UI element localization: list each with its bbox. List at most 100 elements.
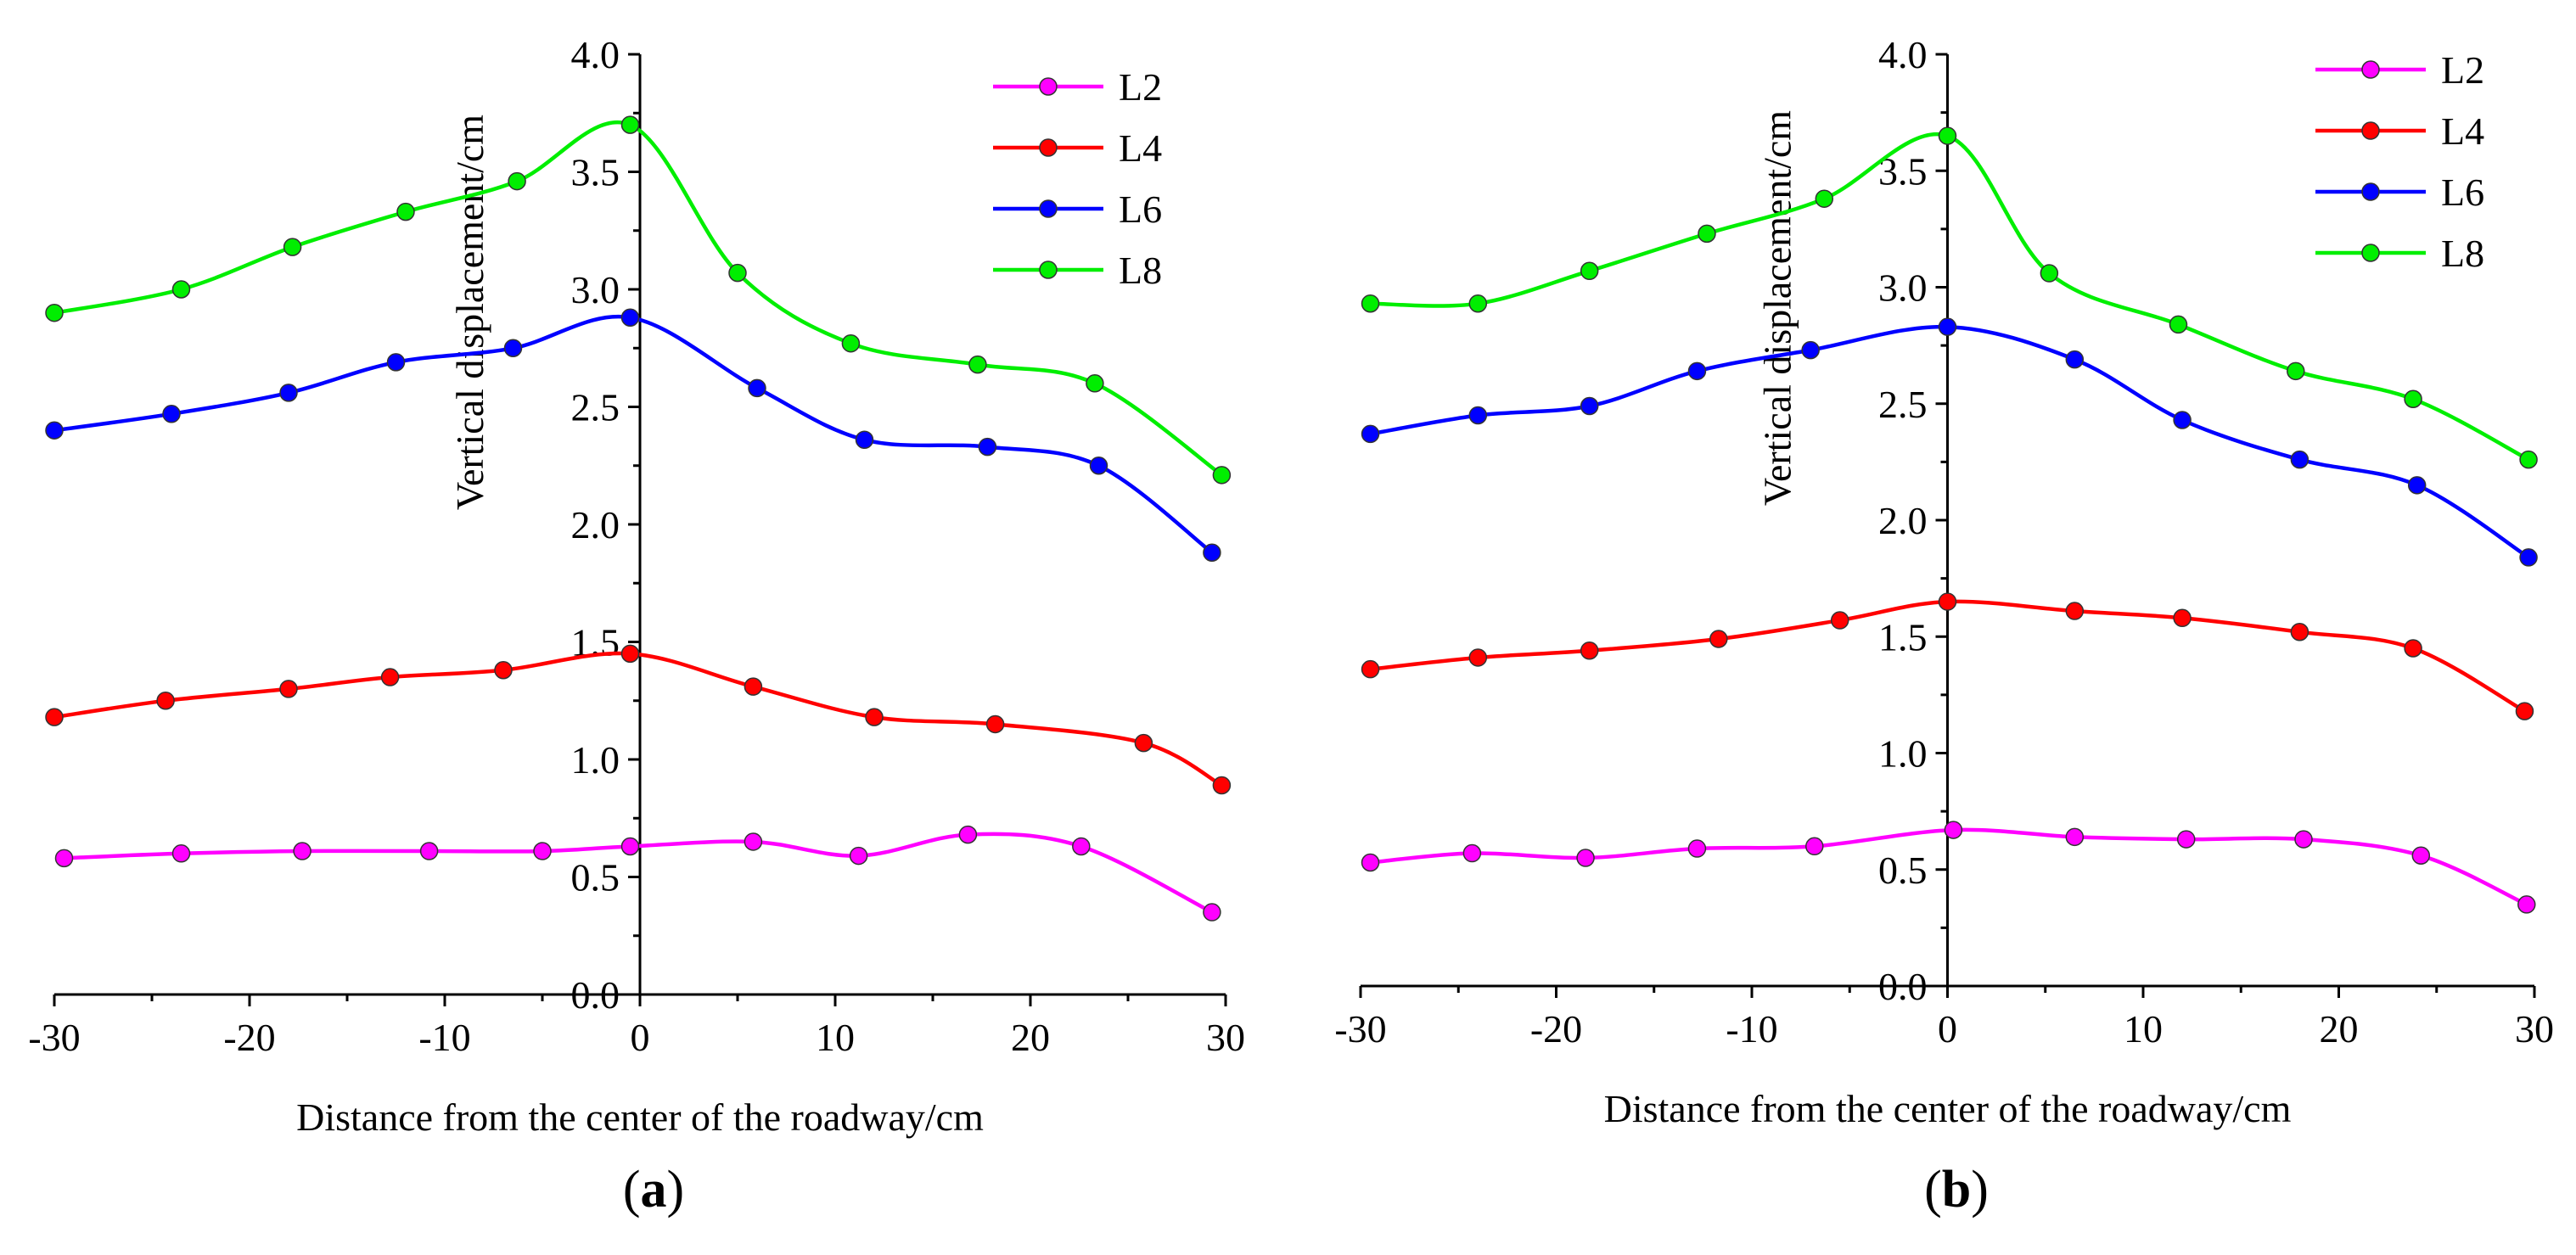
y-tick-label: 3.0 bbox=[1878, 266, 1928, 310]
y-axis-title: Vertical displacement/cm bbox=[448, 115, 491, 510]
x-tick-label: 30 bbox=[1206, 1016, 1245, 1059]
data-point-L2 bbox=[171, 844, 191, 863]
data-point-L8 bbox=[1468, 294, 1488, 313]
series-L6 bbox=[1361, 317, 2538, 567]
data-point-L2 bbox=[1361, 853, 1380, 872]
legend-swatch-marker bbox=[2361, 244, 2380, 262]
x-tick-label: 10 bbox=[2124, 1007, 2163, 1051]
x-tick-label: -30 bbox=[1334, 1007, 1386, 1051]
data-point-L4 bbox=[2173, 608, 2192, 628]
series-L4 bbox=[1361, 592, 2534, 720]
y-tick-label: 3.0 bbox=[571, 268, 620, 311]
data-point-L2 bbox=[849, 846, 868, 866]
data-point-L2 bbox=[1072, 837, 1091, 856]
data-point-L4 bbox=[156, 692, 175, 710]
data-point-L8 bbox=[968, 355, 987, 374]
data-point-L6 bbox=[2519, 548, 2538, 567]
data-point-L8 bbox=[396, 202, 415, 221]
data-point-L6 bbox=[386, 353, 406, 372]
data-point-L6 bbox=[1089, 457, 1108, 475]
y-tick-label: 1.5 bbox=[1878, 615, 1928, 658]
chart-panel-a: -30 -20 -10 0 10 20 300.00.51.01.52.02.53.03.5… bbox=[28, 33, 1245, 1219]
data-point-L6 bbox=[748, 378, 766, 398]
data-point-L4 bbox=[279, 680, 298, 698]
data-point-L2 bbox=[2411, 846, 2431, 866]
x-tick-label: 20 bbox=[2320, 1007, 2359, 1051]
data-point-L4 bbox=[2065, 602, 2085, 620]
x-axis-title: Distance from the center of the roadway/… bbox=[1604, 1087, 2292, 1130]
data-point-L8 bbox=[1212, 466, 1232, 485]
data-point-L4 bbox=[494, 660, 513, 680]
data-point-L8 bbox=[508, 171, 526, 191]
data-point-L2 bbox=[958, 825, 978, 844]
data-point-L4 bbox=[2515, 702, 2534, 720]
series-L6 bbox=[45, 308, 1221, 562]
legend-label: L6 bbox=[1119, 188, 1162, 231]
x-axis-title: Distance from the center of the roadway/… bbox=[296, 1095, 984, 1139]
data-point-L8 bbox=[1086, 374, 1104, 393]
data-point-L2 bbox=[419, 842, 439, 860]
x-tick-label: 20 bbox=[1011, 1016, 1050, 1059]
y-tick-label: 2.0 bbox=[1878, 499, 1928, 542]
y-axis-title: Vertical displacement/cm bbox=[1756, 110, 1799, 506]
series-L4 bbox=[45, 644, 1232, 795]
data-point-L4 bbox=[1361, 659, 1380, 679]
data-point-L6 bbox=[162, 405, 181, 423]
legend-item-L2: L2 bbox=[2315, 48, 2484, 92]
y-tick-label: 1.0 bbox=[1878, 732, 1928, 776]
y-tick-label: 4.0 bbox=[571, 33, 620, 76]
data-point-L4 bbox=[1468, 648, 1488, 667]
y-tick-label: 0.5 bbox=[571, 856, 620, 899]
data-point-L8 bbox=[2040, 264, 2059, 283]
data-point-L4 bbox=[45, 708, 64, 726]
x-tick-label: 10 bbox=[816, 1016, 855, 1059]
data-point-L2 bbox=[620, 837, 640, 856]
legend-swatch-marker bbox=[1039, 261, 1058, 279]
data-point-L4 bbox=[744, 677, 763, 696]
legend-label: L6 bbox=[2441, 171, 2484, 214]
x-tick-label: -10 bbox=[418, 1016, 470, 1059]
data-point-L2 bbox=[293, 842, 311, 860]
legend: L2 L4 L6 L8 bbox=[2315, 48, 2484, 275]
data-point-L6 bbox=[2065, 350, 2085, 369]
y-tick-label: 3.5 bbox=[571, 151, 620, 194]
legend-swatch-marker bbox=[1039, 77, 1058, 96]
data-point-L2 bbox=[54, 849, 74, 868]
data-point-L8 bbox=[2519, 450, 2538, 469]
legend-label: L8 bbox=[2441, 232, 2484, 275]
y-tick-label: 1.0 bbox=[571, 738, 620, 782]
data-point-L4 bbox=[865, 708, 884, 726]
x-tick-label: -10 bbox=[1726, 1007, 1777, 1051]
data-point-L8 bbox=[171, 280, 191, 299]
data-point-L4 bbox=[1938, 592, 1957, 611]
y-tick-label: 2.5 bbox=[571, 386, 620, 429]
data-point-L8 bbox=[1938, 126, 1957, 145]
data-point-L6 bbox=[1938, 317, 1957, 336]
data-point-L6 bbox=[1801, 340, 1820, 360]
data-point-L4 bbox=[1830, 611, 1849, 630]
legend-label: L2 bbox=[1119, 65, 1162, 109]
data-point-L2 bbox=[1576, 849, 1595, 867]
data-point-L4 bbox=[985, 714, 1005, 734]
data-point-L8 bbox=[620, 115, 640, 134]
y-tick-label: 2.5 bbox=[1878, 383, 1928, 426]
data-point-L8 bbox=[728, 263, 747, 283]
data-point-L2 bbox=[1687, 839, 1707, 858]
legend-item-L6: L6 bbox=[2315, 171, 2484, 214]
data-point-L2 bbox=[744, 832, 763, 851]
x-tick-label: -20 bbox=[223, 1016, 275, 1059]
data-point-L2 bbox=[2065, 827, 2085, 847]
series-line-L6 bbox=[1370, 324, 2530, 559]
legend-swatch-marker bbox=[1039, 199, 1058, 218]
y-tick-label: 0.0 bbox=[571, 973, 620, 1017]
data-point-L6 bbox=[1203, 543, 1221, 562]
data-point-L8 bbox=[1815, 189, 1834, 208]
data-point-L2 bbox=[1805, 837, 1824, 856]
legend: L2 L4 L6 L8 bbox=[993, 65, 1162, 292]
series-line-L8 bbox=[53, 120, 1223, 477]
data-point-L4 bbox=[1212, 776, 1232, 795]
data-point-L6 bbox=[978, 437, 997, 457]
data-point-L6 bbox=[1687, 361, 1707, 381]
data-point-L2 bbox=[1944, 821, 1963, 839]
